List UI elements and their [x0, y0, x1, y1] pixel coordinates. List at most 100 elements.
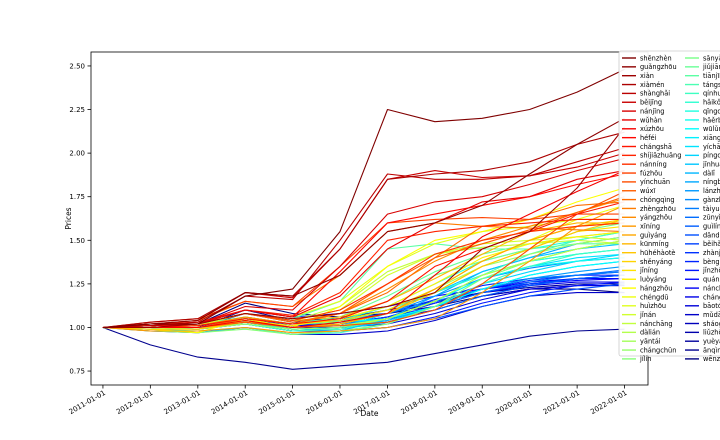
legend-label: chángdé: [703, 293, 720, 301]
legend-label: chóngqìng: [640, 196, 675, 204]
legend-label: nánchōng: [703, 284, 720, 292]
series-line: [102, 147, 625, 329]
y-tick-label: 1.00: [69, 324, 85, 332]
legend-label: qínhuángdǎo: [703, 90, 720, 98]
legend-label: tángshān: [703, 81, 720, 89]
legend-label: kūnmíng: [640, 240, 669, 248]
legend-label: bāotóu: [703, 302, 720, 310]
series-line: [102, 326, 625, 370]
legend-label: zūnyì: [703, 214, 720, 222]
y-tick-label: 0.75: [69, 368, 85, 376]
legend-label: běihǎi: [703, 240, 720, 248]
legend-label: nánjīng: [640, 107, 664, 115]
legend-label: jiǔjiāng: [702, 63, 720, 71]
legend-label: shěnyáng: [640, 258, 672, 266]
legend-label: xiàmén: [640, 81, 664, 89]
x-tick-label: 2015-01-01: [257, 389, 296, 416]
legend-label: shíjiāzhuāng: [640, 152, 681, 160]
series-lines: [102, 68, 625, 370]
legend-label: sháoguān: [703, 320, 720, 328]
legend-label: ānqìng: [703, 346, 720, 354]
series-line: [102, 170, 625, 329]
y-axis-title: Prices: [64, 207, 73, 229]
y-tick-label: 1.75: [69, 193, 85, 201]
legend-label: qīngdǎo: [703, 107, 720, 115]
legend-label: jílín: [639, 355, 652, 363]
legend-label: bèngbù: [703, 258, 720, 266]
legend-label: shēnzhèn: [640, 54, 672, 62]
legend-label: wēnzhōu: [703, 355, 720, 363]
legend-label: chéngdū: [640, 293, 669, 301]
legend-label: hāěrbīn: [703, 116, 720, 124]
y-tick-label: 2.25: [69, 106, 85, 114]
legend-label: jǐníng: [639, 267, 658, 275]
legend-label: mǔdānjiāng: [703, 311, 720, 319]
x-tick-label: 2014-01-01: [210, 389, 249, 416]
legend-label: jǐnzhōu: [702, 267, 720, 275]
x-tick-label: 2021-01-01: [542, 389, 581, 416]
legend-label: xiāngyáng: [703, 134, 720, 142]
legend-label: chángshā: [640, 143, 672, 151]
legend-label: nánchāng: [640, 320, 673, 328]
y-tick-label: 2.00: [69, 150, 85, 158]
x-tick-label: 2020-01-01: [494, 389, 533, 416]
legend-label: huìzhōu: [640, 302, 666, 310]
legend-label: guìlín: [703, 222, 720, 230]
legend-label: jīnhuá: [702, 161, 720, 169]
legend-label: wūlǔmùqí: [703, 125, 720, 133]
series-line: [102, 68, 625, 329]
legend-label: běijīng: [640, 99, 662, 107]
legend-label: yāntái: [640, 338, 661, 346]
legend-label: chángchūn: [640, 346, 676, 354]
legend-label: fúzhōu: [640, 169, 662, 177]
legend-label: guǎngzhōu: [640, 63, 677, 71]
legend-label: yángzhōu: [640, 214, 672, 222]
legend-label: xiàn: [640, 72, 654, 80]
x-tick-label: 2013-01-01: [163, 389, 202, 416]
x-tick-label: 2018-01-01: [400, 389, 439, 416]
legend: shēnzhènguǎngzhōuxiànxiàménshànghǎiběijī…: [618, 50, 720, 363]
series-line: [102, 204, 625, 334]
legend-label: dàlǐ: [703, 169, 715, 177]
legend-label: wúxī: [640, 187, 655, 195]
x-tick-label: 2019-01-01: [447, 389, 486, 416]
legend-label: yíchāng: [703, 143, 720, 151]
legend-label: zhànjiāng: [703, 249, 720, 257]
legend-label: tàiyuán: [703, 205, 720, 213]
y-tick-label: 1.50: [69, 237, 85, 245]
legend-label: tiānjīn: [703, 72, 720, 80]
legend-label: dāndōng: [703, 231, 720, 239]
y-axis: 0.75 1.00 1.25 1.50 1.75 2.00 2.25 2.50: [69, 62, 91, 376]
legend-label: zhèngzhōu: [640, 205, 676, 213]
legend-label: héféi: [640, 134, 657, 142]
legend-label: nánníng: [640, 161, 667, 169]
legend-label: jǐnán: [639, 311, 656, 319]
legend-label: hǎikǒu: [703, 99, 720, 107]
y-tick-label: 2.50: [69, 62, 85, 70]
legend-label: hángzhōu: [640, 284, 672, 292]
legend-label: yínchuān: [640, 178, 670, 186]
x-tick-label: 2022-01-01: [589, 389, 628, 416]
legend-label: gànzhōu: [703, 196, 720, 204]
legend-label: sānyà: [703, 54, 720, 62]
legend-label: níngbō: [703, 178, 720, 186]
x-tick-label: 2012-01-01: [115, 389, 154, 416]
legend-label: shànghǎi: [640, 90, 670, 98]
legend-label: quánzhōu: [703, 276, 720, 284]
legend-label: yuèyáng: [703, 338, 720, 346]
legend-label: liǔzhōu: [703, 329, 720, 337]
legend-label: lánzhōu: [703, 187, 720, 195]
legend-label: xīníng: [640, 222, 660, 230]
series-line: [102, 187, 625, 334]
x-tick-label: 2011-01-01: [68, 389, 107, 416]
series-line: [102, 117, 625, 329]
legend-label: píngdǐngshān: [703, 152, 720, 160]
legend-label: hūhéhàotè: [640, 249, 676, 257]
legend-label: xúzhōu: [640, 125, 664, 133]
legend-label: wǔhàn: [640, 116, 662, 124]
series-line: [102, 131, 625, 329]
x-axis: 2011-01-01 2012-01-01 2013-01-01 2014-01-01…: [68, 385, 629, 416]
y-tick-label: 1.25: [69, 280, 85, 288]
